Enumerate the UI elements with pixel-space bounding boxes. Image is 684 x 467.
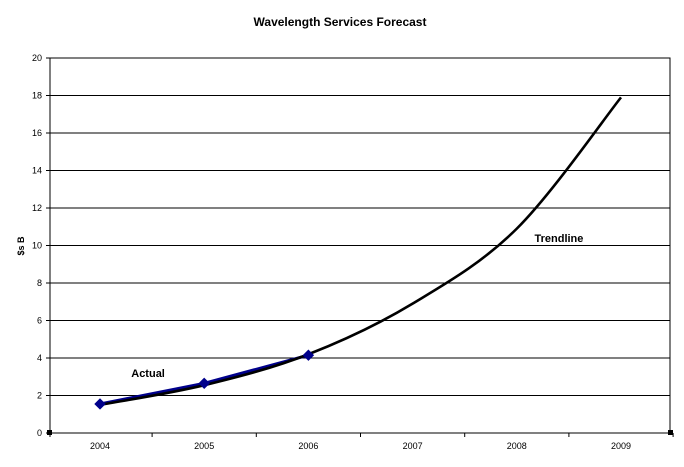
y-tick-label: 10 [32, 241, 42, 251]
y-tick-label: 16 [32, 128, 42, 138]
y-tick-label: 2 [37, 391, 42, 401]
x-axis: 2004 2005 2006 2007 2008 2009 [49, 433, 674, 451]
x-tick-label: 2009 [611, 441, 631, 451]
y-tick-label: 6 [37, 316, 42, 326]
x-tick-label: 2004 [90, 441, 110, 451]
y-tick-label: 0 [37, 428, 42, 438]
y-tick-label: 8 [37, 278, 42, 288]
x-tick-label: 2006 [298, 441, 318, 451]
y-tick-label: 20 [32, 53, 42, 63]
annotation-label: Actual [131, 368, 165, 380]
y-tick-label: 18 [32, 91, 42, 101]
selection-handle[interactable] [47, 430, 52, 435]
series-line-trendline [99, 96, 623, 407]
data-point-actual [302, 349, 315, 361]
x-tick-label: 2007 [403, 441, 423, 451]
y-tick-label: 14 [32, 166, 42, 176]
selection-handle[interactable] [668, 430, 673, 435]
y-tick-label: 4 [37, 353, 42, 363]
data-point-actual [198, 377, 210, 390]
chart-title: Wavelength Services Forecast [254, 15, 427, 29]
y-axis: 0 2 4 6 8 10 12 14 16 18 20 [32, 53, 50, 438]
series-layer [94, 96, 623, 410]
y-tick-label: 12 [32, 203, 42, 213]
y-axis-label: $s B [16, 236, 26, 256]
data-point-actual [94, 398, 106, 410]
x-tick-label: 2008 [507, 441, 527, 451]
annotation-label: Trendline [535, 233, 584, 245]
gridlines [50, 57, 670, 396]
annotations: Actual Trendline [131, 233, 583, 380]
x-tick-label: 2005 [194, 441, 214, 451]
